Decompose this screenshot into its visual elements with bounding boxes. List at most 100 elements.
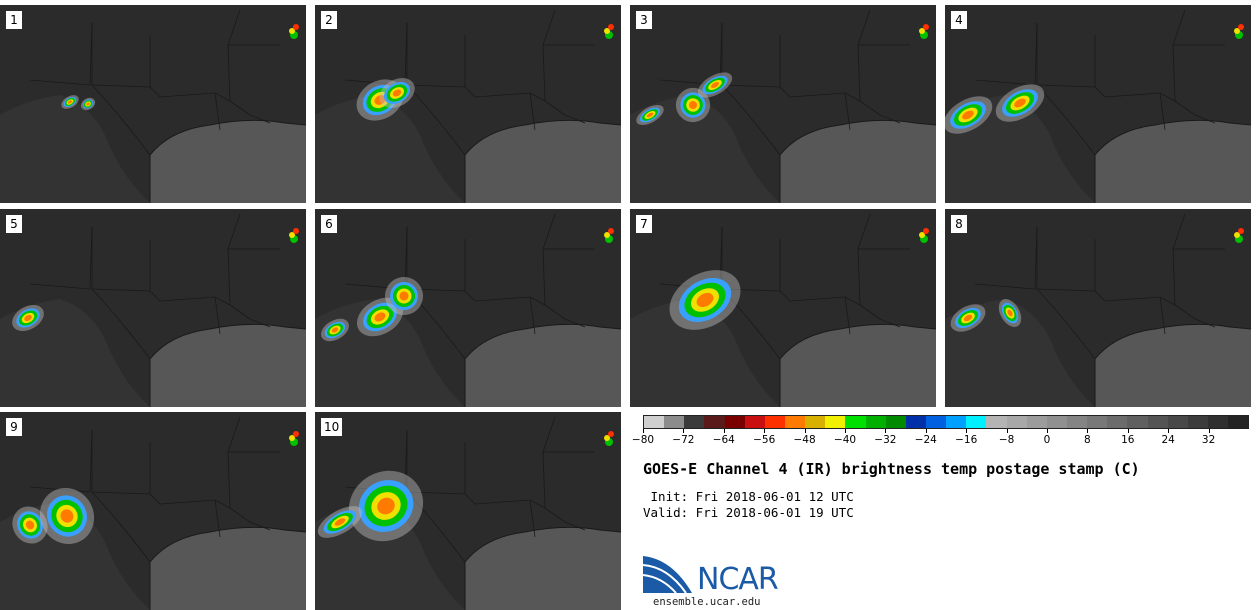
state-border [1172, 9, 1186, 46]
coastline [779, 323, 936, 407]
map-panel-7: 7 [630, 209, 936, 407]
mexico-region [630, 299, 780, 407]
colorbar-tick [723, 429, 725, 433]
coastline [149, 526, 306, 610]
ir-map [315, 9, 621, 203]
colorbar-cell [764, 416, 785, 428]
ir-map [945, 213, 1251, 407]
state-border [974, 226, 1038, 290]
colorbar-tick-label: −72 [672, 434, 695, 446]
storm-dot [919, 28, 925, 34]
state-border [406, 430, 546, 509]
coastline [1094, 119, 1251, 203]
colorbar [643, 415, 1249, 429]
state-border [91, 23, 231, 102]
state-border [227, 44, 280, 102]
state-border [721, 84, 781, 156]
state-border [1174, 304, 1216, 328]
colorbar-cell [1087, 416, 1108, 428]
state-border [229, 507, 271, 531]
ncar-logo-icon [642, 556, 692, 594]
init-time: Init: Fri 2018-06-01 12 UTC [643, 489, 854, 504]
state-border [29, 22, 93, 86]
colorbar-cell [784, 416, 806, 428]
gulf-of-mexico [465, 324, 621, 407]
storm-dot [289, 28, 295, 34]
colorbar-cell [1147, 416, 1168, 428]
state-border [542, 213, 556, 250]
storm-dot [923, 24, 929, 30]
state-border [344, 22, 408, 86]
colorbar-tick-label: −16 [955, 434, 978, 446]
storm-dot [608, 431, 614, 437]
map-panel-2: 2 [315, 5, 621, 203]
ir-map [630, 9, 936, 203]
colorbar-tick [804, 429, 806, 433]
ir-map [630, 213, 936, 407]
colorbar-tick [845, 429, 846, 433]
map-panel-9: 9 [0, 412, 306, 610]
mexico-region [945, 95, 1095, 203]
storm-cluster-northeast [919, 24, 929, 39]
state-border [542, 9, 556, 46]
mexico-region [945, 299, 1095, 407]
state-border [229, 100, 271, 124]
state-border [859, 304, 901, 328]
storm-cell [374, 312, 386, 322]
panel-label: 1 [6, 11, 22, 29]
storm-cluster-northeast [919, 228, 929, 243]
map-panel-5: 5 [0, 209, 306, 407]
state-border [542, 416, 556, 453]
colorbar-tick-label: 8 [1084, 434, 1091, 446]
colorbar-cell [1006, 416, 1027, 428]
storm-cell [696, 292, 714, 308]
storm-cell [86, 102, 90, 106]
state-border [544, 304, 586, 328]
storm-dot [923, 228, 929, 234]
map-panel-3: 3 [630, 5, 936, 203]
storm-dot [1234, 232, 1240, 238]
colorbar-cell [986, 416, 1007, 428]
gulf-of-mexico [1095, 120, 1251, 203]
storm-cluster-northeast [1234, 228, 1244, 243]
state-border [227, 9, 241, 46]
mexico-region [0, 95, 150, 203]
storm-cluster-northeast [604, 24, 614, 39]
storm-cluster-northeast [1234, 24, 1244, 39]
colorbar-tick [925, 429, 927, 433]
valid-time: Valid: Fri 2018-06-01 19 UTC [643, 505, 854, 520]
colorbar-tick [966, 429, 968, 433]
coastline [1094, 323, 1251, 407]
storm-cell [688, 100, 698, 110]
ir-map [945, 9, 1251, 203]
colorbar-cell [1167, 416, 1188, 428]
state-border [29, 226, 93, 290]
storm-dot [608, 24, 614, 30]
gulf-of-mexico [780, 324, 936, 407]
storm-cell [60, 509, 74, 523]
state-border [542, 248, 595, 306]
state-border [227, 451, 280, 509]
state-border [1036, 84, 1096, 156]
colorbar-tick-label: −56 [753, 434, 776, 446]
colorbar-tick-label: 32 [1201, 434, 1216, 446]
mexico-region [315, 299, 465, 407]
colorbar-cell [865, 416, 886, 428]
gulf-of-mexico [780, 120, 936, 203]
storm-dot [604, 28, 610, 34]
state-border [1172, 213, 1186, 250]
colorbar-tick [1047, 429, 1048, 433]
map-panel-4: 4 [945, 5, 1251, 203]
storm-dot [289, 232, 295, 238]
colorbar-cell [1107, 416, 1128, 428]
ir-map [315, 213, 621, 407]
ir-map [0, 213, 306, 407]
state-border [91, 430, 231, 509]
panel-label: 6 [321, 215, 337, 233]
storm-cell [67, 100, 73, 104]
storm-cell [646, 112, 654, 118]
colorbar-tick [1168, 429, 1170, 433]
gulf-of-mexico [150, 120, 306, 203]
state-border [227, 416, 241, 453]
storm-dot [604, 435, 610, 441]
